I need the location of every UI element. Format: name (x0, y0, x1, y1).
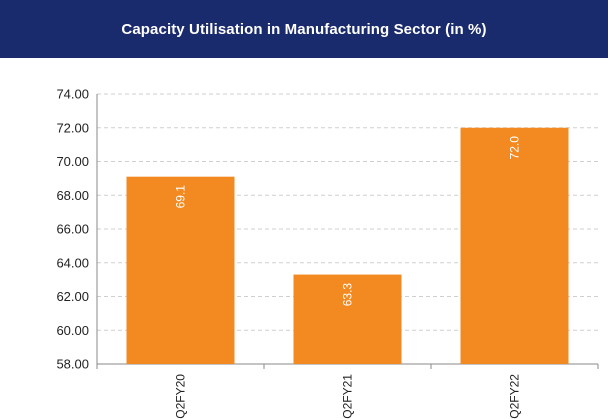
x-category-label: Q2FY20 (174, 374, 188, 419)
bar (293, 274, 402, 364)
bar-value-label: 63.3 (341, 283, 355, 307)
y-tick-label: 64.00 (56, 255, 89, 270)
y-tick-label: 74.00 (56, 87, 89, 102)
y-tick-label: 60.00 (56, 323, 89, 338)
x-category-label: Q2FY21 (341, 374, 355, 419)
y-tick-label: 66.00 (56, 222, 89, 237)
bar-value-label: 72.0 (508, 136, 522, 160)
chart-header: Capacity Utilisation in Manufacturing Se… (0, 0, 608, 58)
y-tick-label: 58.00 (56, 357, 89, 372)
y-tick-label: 68.00 (56, 188, 89, 203)
y-tick-label: 70.00 (56, 154, 89, 169)
bar (460, 127, 569, 364)
y-tick-label: 62.00 (56, 289, 89, 304)
chart-title: Capacity Utilisation in Manufacturing Se… (121, 20, 487, 38)
y-tick-label: 72.00 (56, 120, 89, 135)
bar (126, 176, 235, 364)
x-category-label: Q2FY22 (508, 374, 522, 419)
bar-value-label: 69.1 (174, 185, 188, 209)
